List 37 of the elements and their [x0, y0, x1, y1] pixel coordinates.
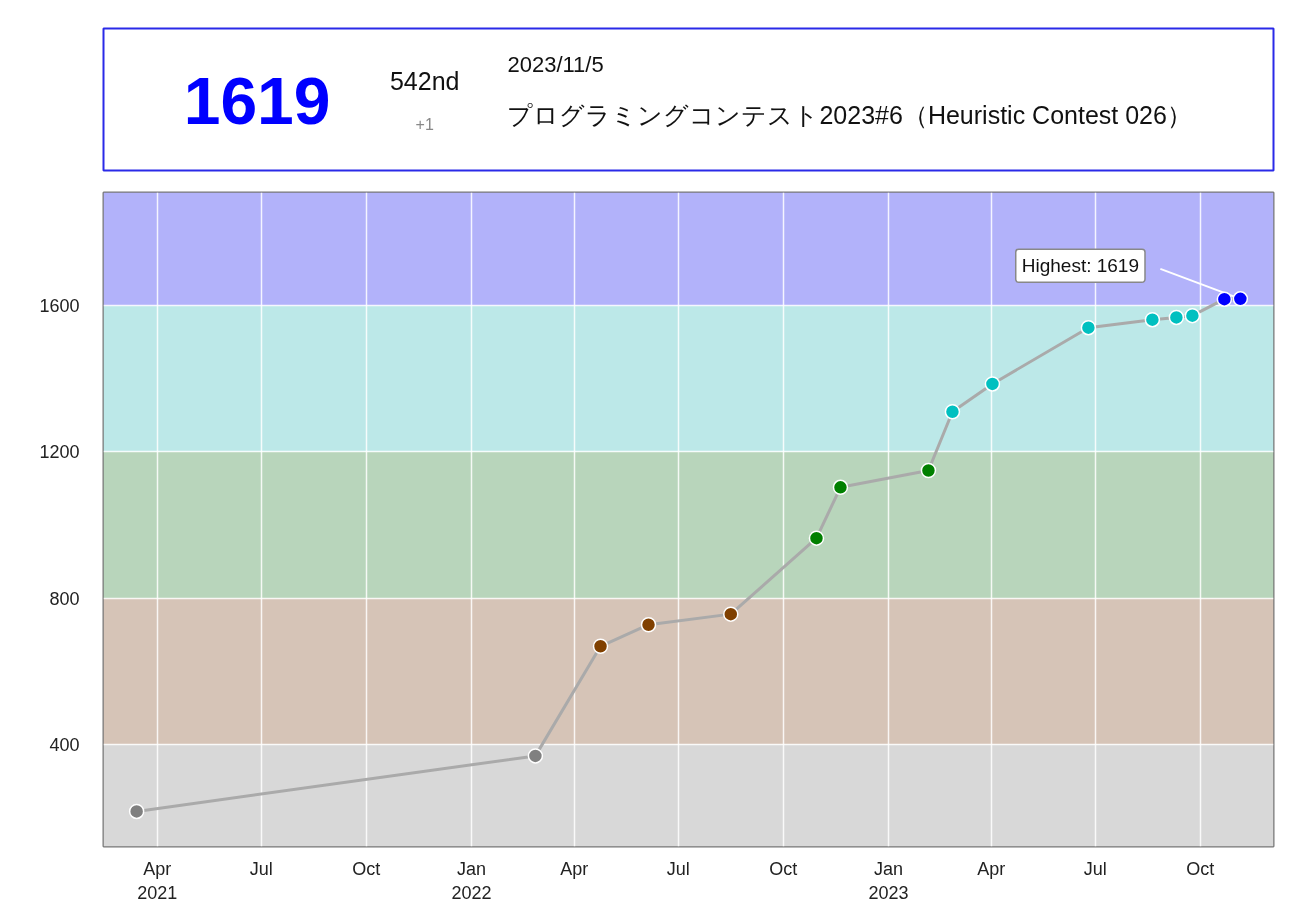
x-tick-label: Jul	[249, 858, 273, 879]
x-tick-label: Oct	[1186, 858, 1215, 879]
y-tick-label: 800	[49, 588, 80, 609]
point	[808, 530, 825, 546]
x-tick-label: Oct	[769, 858, 798, 879]
point	[640, 616, 657, 633]
x-tick-label: Jul	[1083, 858, 1107, 879]
x-tick-label: Jan 2023	[868, 858, 909, 903]
y-tick-label: 1200	[39, 442, 80, 463]
x-tick-label: Apr 2021	[137, 858, 178, 903]
point	[1184, 307, 1201, 324]
point	[592, 638, 609, 655]
text: 2023/11/5	[507, 52, 604, 77]
point	[723, 606, 739, 622]
text: 542nd	[389, 66, 460, 95]
x-tick-label: Apr	[977, 858, 1006, 879]
point	[944, 403, 961, 420]
point	[128, 803, 145, 820]
text: +1	[415, 115, 434, 133]
point	[984, 376, 1001, 392]
x-tick-label: Jan 2022	[451, 858, 492, 903]
point	[1216, 291, 1233, 307]
point	[1144, 311, 1161, 328]
point	[1080, 319, 1097, 336]
point	[920, 462, 937, 479]
y-tick-label: 400	[49, 734, 80, 755]
text: プログラミングコンテスト2023#6（Heuristic Contest 026）	[507, 100, 1192, 129]
annotation: Highest: 1619	[1021, 255, 1139, 277]
text: 1619	[183, 63, 331, 138]
point	[1168, 309, 1185, 326]
x-tick-label: Oct	[352, 858, 381, 879]
point	[832, 479, 849, 496]
x-tick-label: Apr	[560, 858, 589, 879]
point	[1232, 291, 1249, 307]
y-tick-label: 1600	[39, 296, 80, 317]
point	[527, 748, 544, 764]
x-tick-label: Jul	[666, 858, 690, 879]
